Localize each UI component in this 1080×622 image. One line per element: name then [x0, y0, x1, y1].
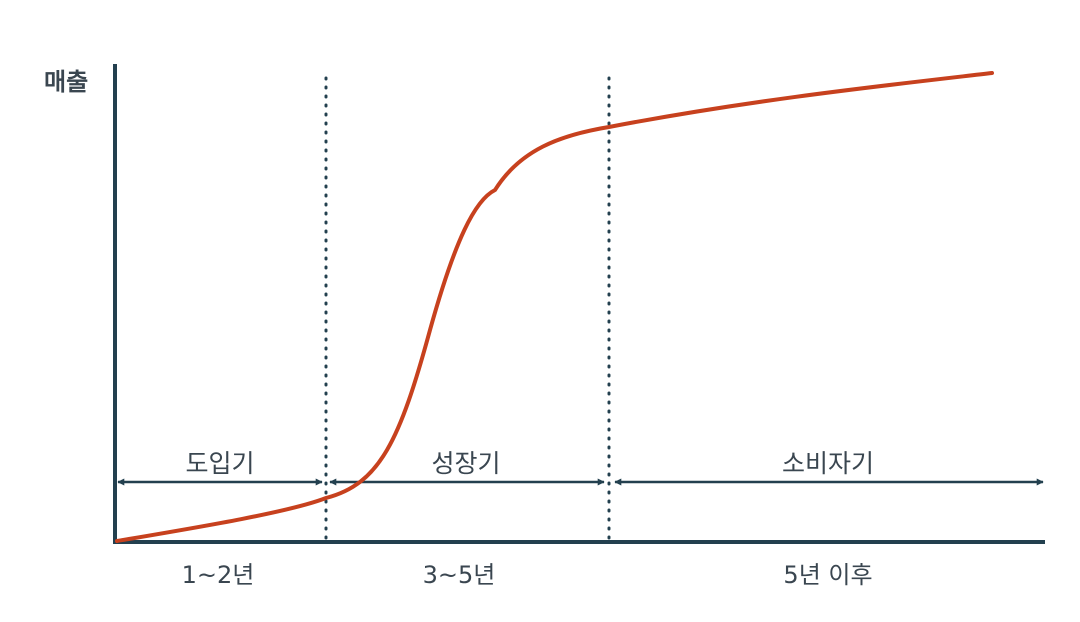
sales-curve — [115, 71, 994, 543]
phase-label-consumer: 소비자기 — [782, 449, 874, 478]
y-axis-label: 매출 — [44, 68, 88, 96]
period-label-intro: 1~2년 — [182, 561, 255, 589]
phase-label-growth: 성장기 — [431, 449, 500, 478]
phase-label-intro: 도입기 — [185, 449, 254, 478]
period-label-consumer: 5년 이후 — [783, 561, 872, 589]
period-label-growth: 3~5년 — [423, 561, 496, 589]
